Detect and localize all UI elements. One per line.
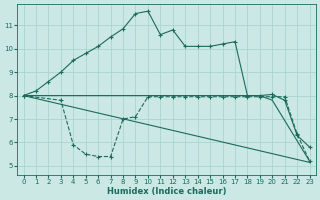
X-axis label: Humidex (Indice chaleur): Humidex (Indice chaleur) <box>107 187 226 196</box>
